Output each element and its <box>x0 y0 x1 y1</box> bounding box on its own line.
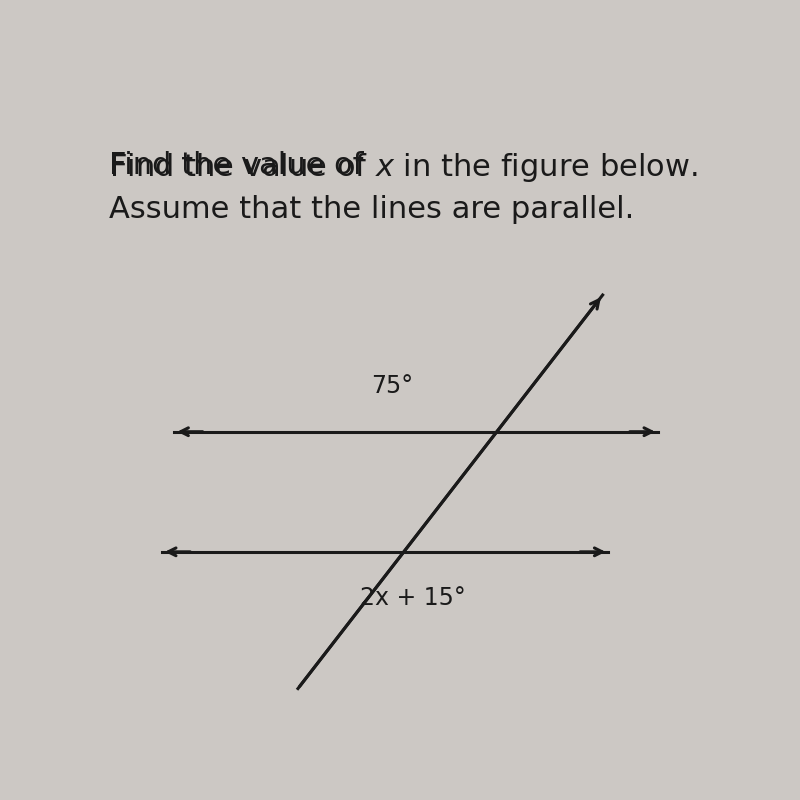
Text: 75°: 75° <box>371 374 413 398</box>
Text: 2x + 15°: 2x + 15° <box>360 586 466 610</box>
Text: Find the value of: Find the value of <box>110 151 374 181</box>
Text: Find the value of $\it{x}$ in the figure below.: Find the value of $\it{x}$ in the figure… <box>110 151 698 185</box>
Text: Assume that the lines are parallel.: Assume that the lines are parallel. <box>110 194 634 223</box>
